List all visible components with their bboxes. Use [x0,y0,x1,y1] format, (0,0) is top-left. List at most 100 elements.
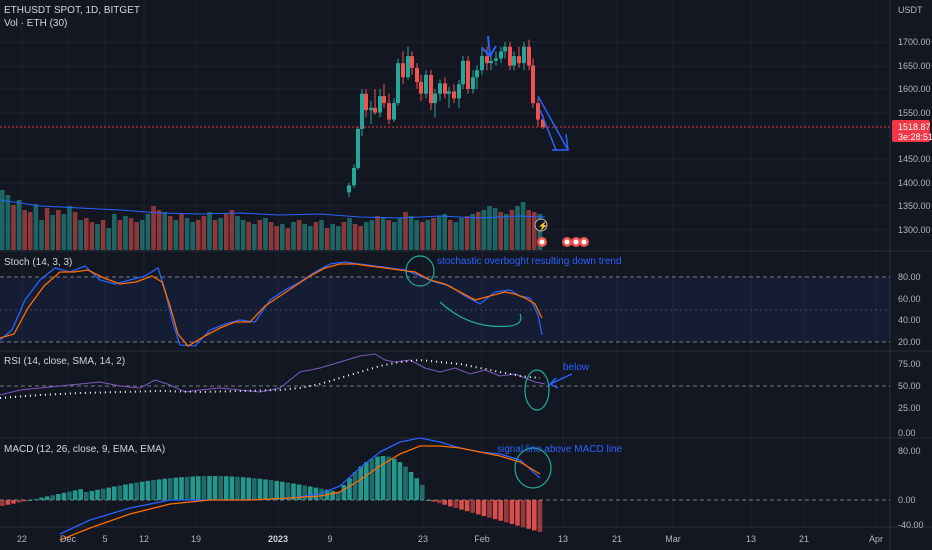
candle-body [512,56,516,66]
volume-bar [364,222,369,250]
macd-hist-bar [67,491,72,500]
volume-bar [84,218,89,250]
volume-bar [537,214,543,250]
drawn-arrow-trend [537,95,569,151]
macd-histogram [0,456,543,532]
volume-bar [168,216,173,250]
volume-bar [224,214,229,250]
macd-hist-bar [481,500,487,516]
macd-hist-bar [212,476,218,500]
macd-hist-bar [380,456,386,500]
candle-body [457,84,461,99]
stoch-tick-label: 80.00 [898,272,921,282]
dividend-flag-icon[interactable] [562,237,589,247]
volume-bar [263,218,268,250]
volume-bar [67,206,72,250]
macd-hist-bar [207,476,212,500]
volume-bar [380,218,386,250]
svg-text:⚡: ⚡ [538,220,549,232]
macd-hist-bar [431,500,436,502]
macd-hist-bar [184,476,190,500]
volume-bar [448,220,453,250]
earnings-flag-icon[interactable] [537,237,547,247]
candle-body [415,67,419,82]
main-price-pane[interactable]: ⚡ [0,0,890,527]
candle-body [447,91,451,94]
candle-body [466,60,470,89]
macd-hist-bar [453,500,459,508]
macd-hist-bar [375,456,380,500]
macd-hist-bar [291,483,296,500]
volume-bar [151,206,156,250]
volume-bar [112,214,117,250]
macd-hist-bar [369,458,375,500]
rsi-tick-label: 0.00 [898,428,916,438]
candle-body [424,74,428,94]
volume-bar [123,216,128,250]
macd-hist-bar [145,480,151,500]
drawn-circle-stoch [405,255,435,287]
candle-body [410,56,414,68]
macd-pane[interactable] [0,437,890,541]
volume-bar [291,222,296,250]
candle-body [517,56,521,64]
volume-bar [414,220,419,250]
volume-bar [285,228,291,250]
macd-hist-bar [537,500,543,532]
volume-bar [347,218,352,250]
volume-bar [50,215,55,250]
macd-hist-bar [246,477,251,500]
macd-hist-bar [509,500,515,524]
macd-hist-bar [532,500,537,531]
rsi-pane[interactable] [0,353,890,411]
volume-histogram [0,190,543,250]
volume-bar [313,222,319,250]
drawn-arrow-down-top [481,35,497,58]
macd-hist-bar [201,476,207,500]
macd-hist-bar [44,496,50,500]
candle-body [401,63,405,78]
macd-hist-bar [16,500,22,503]
stoch-k-line [0,261,543,347]
macd-hist-bar [84,492,89,500]
candle-body [382,96,386,104]
macd-hist-bar [224,476,229,500]
time-axis[interactable]: 22 Dec 5 12 19 2023 9 23 Feb 13 21 Mar 13 21 Apr [17,534,883,544]
volume-bar [397,218,403,250]
volume-bar [235,216,240,250]
volume-bar [532,212,537,250]
volume-bar [246,222,251,250]
macd-hist-bar [252,478,257,500]
macd-hist-bar [112,486,117,500]
macd-hist-bar [358,466,363,500]
macd-hist-bar [436,500,442,504]
volume-bar [11,205,16,250]
stoch-axis: 80.00 60.00 40.00 20.00 [898,272,921,347]
volume-bar [56,210,61,250]
macd-hist-bar [173,477,179,500]
volume-bar [308,226,313,250]
lightning-icon[interactable]: ⚡ [534,218,549,232]
macd-hist-bar [229,476,235,500]
time-tick-label: Apr [869,534,883,544]
macd-hist-bar [39,497,44,500]
macd-hist-bar [240,477,246,500]
macd-hist-bar [330,490,335,500]
volume-bar [352,224,358,250]
rsi-annotation: below [563,362,590,373]
macd-hist-bar [302,485,307,500]
price-tick-label: 1650.00 [898,61,931,71]
volume-bar [403,212,408,250]
volume-bar [72,212,78,250]
volume-bar [95,224,100,250]
volume-bar [257,220,263,250]
stoch-title: Stoch (14, 3, 3) [4,257,72,268]
stochastic-pane[interactable] [0,255,890,347]
stoch-annotation: stochastic overboght resulting down tren… [437,256,622,267]
price-axis[interactable]: USDT 1700.00 1650.00 1600.00 1550.00 1450.00… [892,5,932,235]
candle-body [364,93,368,111]
volume-bar [280,224,285,250]
volume-title: Vol · ETH (30) [4,18,67,29]
drawn-circle-macd [514,447,552,489]
